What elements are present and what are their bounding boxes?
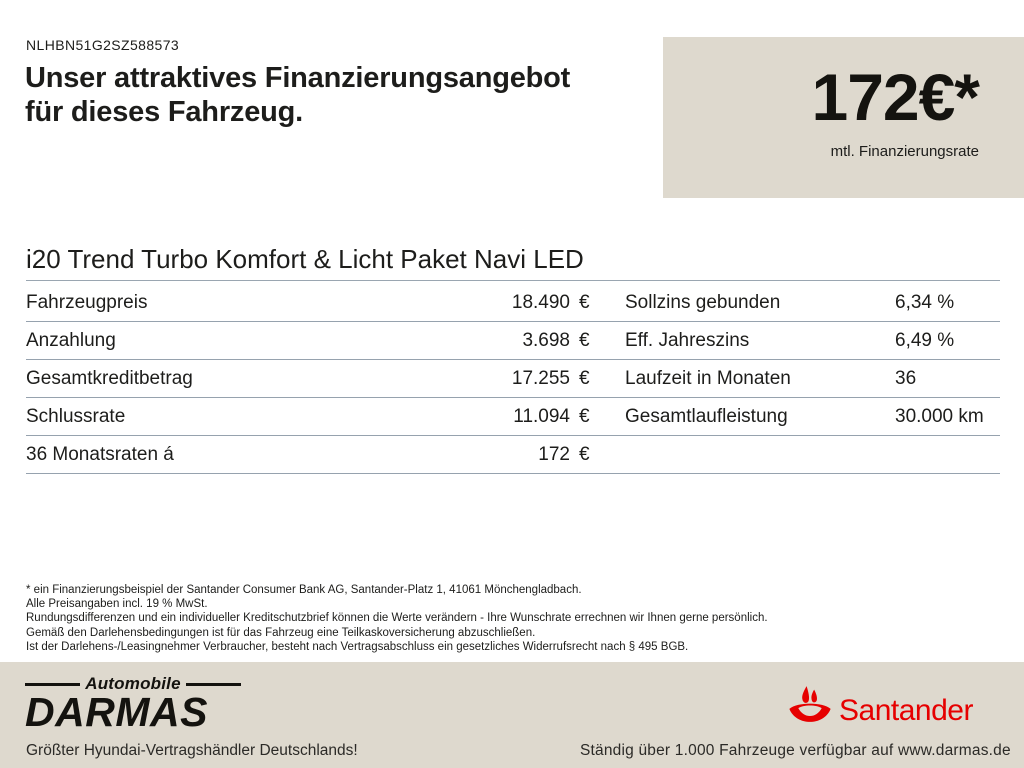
row-value-right: 36 [895,368,917,389]
monthly-rate-caption: mtl. Finanzierungsrate [830,143,979,160]
dealer-tagline: Größter Hyundai-Vertragshändler Deutschl… [26,742,358,759]
row-value-left: 11.094 [513,406,570,427]
row-label-left: Schlussrate [26,406,126,427]
disclaimer-text: * ein Finanzierungsbeispiel der Santande… [26,583,768,654]
table-row: Fahrzeugpreis 18.490 € Sollzins gebunden… [26,281,1000,322]
row-label-right: Gesamtlaufleistung [625,406,788,427]
bank-tagline: Ständig über 1.000 Fahrzeuge verfügbar a… [580,742,1011,759]
darmas-logo-automobile: Automobile [85,674,181,693]
finance-table: Fahrzeugpreis 18.490 € Sollzins gebunden… [26,281,1000,474]
table-row: 36 Monatsraten á 172 € [26,436,1000,474]
row-label-left: Fahrzeugpreis [26,292,148,313]
row-value-left: 17.255 [511,368,570,389]
santander-wordmark: Santander [839,694,973,727]
row-value-right: 30.000 km [895,406,984,427]
logo-rule-right [185,682,241,686]
footer-bar: Automobile DARMAS Größter Hyundai-Vertra… [0,662,1024,768]
darmas-logo: Automobile DARMAS [25,674,241,735]
row-value-right: 6,34 % [895,292,955,313]
row-value-right: 6,49 % [895,330,955,351]
table-row: Anzahlung 3.698 € Eff. Jahreszins 6,49 % [26,322,1000,360]
row-label-right: Eff. Jahreszins [625,330,750,351]
disclaimer-line: * ein Finanzierungsbeispiel der Santande… [26,584,582,596]
row-unit-left: € [579,330,590,351]
darmas-logo-top: Automobile [25,674,241,694]
santander-flame-icon [788,685,832,728]
row-value-left: 18.490 [511,292,570,313]
row-label-right: Laufzeit in Monaten [625,368,791,389]
disclaimer-line: Alle Preisangaben incl. 19 % MwSt. [26,598,208,611]
offer-headline-line1: Unser attraktives Finanzierungsangebot [25,62,571,94]
row-label-right: Sollzins gebunden [625,292,781,313]
row-unit-left: € [579,406,590,427]
disclaimer-line: Rundungsdifferenzen und ein individuelle… [26,612,768,625]
offer-headline-line2: für dieses Fahrzeug. [25,96,304,128]
logo-rule-left [25,682,81,686]
offer-headline: Unser attraktives Finanzierungsangebot f… [25,61,570,129]
row-unit-left: € [579,368,590,389]
table-row: Schlussrate 11.094 € Gesamtlaufleistung … [26,398,1000,436]
monthly-rate-price: 172€* [811,60,980,134]
row-label-left: Gesamtkreditbetrag [26,368,193,389]
row-label-left: 36 Monatsraten á [26,444,174,465]
vehicle-vin: NLHBN51G2SZ588573 [26,37,180,53]
monthly-rate-box: 172€* mtl. Finanzierungsrate [663,37,1024,198]
row-value-left: 3.698 [522,330,570,351]
row-unit-left: € [579,444,590,465]
disclaimer-line: Gemäß den Darlehensbedingungen ist für d… [26,626,536,639]
row-unit-left: € [579,292,590,313]
disclaimer-line: Ist der Darlehens-/Leasingnehmer Verbrau… [26,640,689,653]
santander-logo: Santander [788,685,973,728]
row-label-left: Anzahlung [26,330,116,351]
darmas-logo-wordmark: DARMAS [25,689,208,735]
vehicle-title: i20 Trend Turbo Komfort & Licht Paket Na… [26,244,1000,281]
row-value-left: 172 [538,444,570,465]
table-row: Gesamtkreditbetrag 17.255 € Laufzeit in … [26,360,1000,398]
